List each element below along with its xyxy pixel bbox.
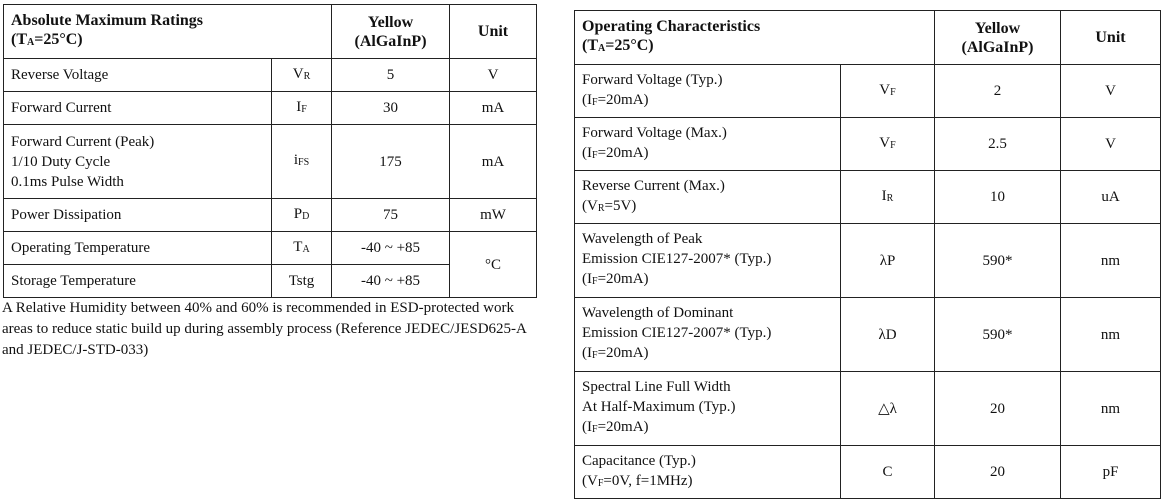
- table-row: Capacitance (Typ.) (VF=0V, f=1MHz) C 20 p…: [574, 445, 1161, 499]
- param-cell: Operating Temperature: [3, 231, 272, 265]
- table-row: Wavelength of Peak Emission CIE127-2007* …: [574, 223, 1161, 298]
- absolute-max-ratings-table: Absolute Maximum Ratings (TA=25°C) Yello…: [2, 4, 538, 298]
- table-title-cell: Operating Characteristics (TA=25°C): [574, 10, 935, 65]
- unit-cell: V: [1060, 117, 1161, 171]
- unit-cell: mA: [449, 124, 538, 199]
- table-title-cell: Absolute Maximum Ratings (TA=25°C): [2, 4, 333, 59]
- symbol-cell: λP: [840, 223, 935, 298]
- unit-cell: nm: [1060, 223, 1161, 298]
- unit-cell: pF: [1060, 445, 1161, 499]
- unit-cell: nm: [1060, 297, 1161, 372]
- value-cell: 5: [331, 58, 451, 92]
- table-row: Storage Temperature Tstg -40 ~ +85: [3, 264, 537, 298]
- symbol-cell: VF: [840, 117, 935, 171]
- value-cell: -40 ~ +85: [331, 231, 451, 265]
- value-cell: 75: [331, 198, 451, 232]
- unit-cell: °C: [449, 231, 538, 298]
- column-header-unit: Unit: [449, 4, 538, 59]
- table-row: Wavelength of Dominant Emission CIE127-20…: [574, 297, 1161, 372]
- unit-cell: nm: [1060, 371, 1161, 446]
- symbol-cell: IF: [270, 91, 333, 125]
- param-cell: Capacitance (Typ.) (VF=0V, f=1MHz): [574, 445, 841, 499]
- table-row: Spectral Line Full Width At Half-Maximum …: [574, 371, 1161, 446]
- symbol-cell: λD: [840, 297, 935, 372]
- symbol-cell: IR: [840, 170, 935, 224]
- value-cell: 2: [934, 64, 1061, 118]
- symbol-cell: VF: [840, 64, 935, 118]
- param-cell: Forward Voltage (Max.) (IF=20mA): [574, 117, 841, 171]
- unit-cell: V: [1060, 64, 1161, 118]
- symbol-cell: PD: [270, 198, 333, 232]
- value-cell: 590*: [934, 297, 1061, 372]
- param-cell: Storage Temperature: [3, 264, 272, 298]
- table-row: Forward Current (Peak) 1/10 Duty Cycle 0…: [3, 124, 538, 199]
- value-cell: 20: [934, 445, 1061, 499]
- param-cell: Reverse Current (Max.) (VR=5V): [574, 170, 841, 224]
- table-row: Reverse Voltage VR 5 V: [3, 58, 538, 92]
- humidity-note: A Relative Humidity between 40% and 60% …: [2, 300, 527, 358]
- column-header-yellow: Yellow (AlGaInP): [934, 10, 1061, 65]
- value-cell: -40 ~ +85: [331, 264, 451, 298]
- operating-characteristics-table: Operating Characteristics (TA=25°C) Yell…: [574, 10, 1161, 499]
- value-cell: 10: [934, 170, 1061, 224]
- param-cell: Forward Voltage (Typ.) (IF=20mA): [574, 64, 841, 118]
- table-row: Forward Voltage (Typ.) (IF=20mA) VF 2 V: [574, 64, 1161, 118]
- table-header-row: Absolute Maximum Ratings (TA=25°C) Yello…: [2, 4, 538, 59]
- table-title: Absolute Maximum Ratings: [11, 12, 204, 29]
- symbol-cell: C: [840, 445, 935, 499]
- unit-cell: V: [449, 58, 538, 92]
- symbol-cell: VR: [270, 58, 333, 92]
- param-cell: Power Dissipation: [3, 198, 272, 232]
- symbol-cell: Tstg: [270, 264, 333, 298]
- unit-cell: uA: [1060, 170, 1161, 224]
- table-title: Operating Characteristics: [582, 18, 761, 35]
- table-row: Operating Temperature TA -40 ~ +85 °C: [3, 231, 538, 298]
- column-header-yellow: Yellow (AlGaInP): [331, 4, 451, 59]
- value-cell: 590*: [934, 223, 1061, 298]
- table-row: Forward Voltage (Max.) (IF=20mA) VF 2.5 V: [574, 117, 1161, 171]
- table-row: Power Dissipation PD 75 mW: [3, 198, 538, 232]
- param-cell: Wavelength of Peak Emission CIE127-2007* …: [574, 223, 841, 298]
- table-row: Forward Current IF 30 mA: [3, 91, 538, 125]
- table-condition: (TA=25°C): [582, 37, 654, 54]
- symbol-cell: △λ: [840, 371, 935, 446]
- value-cell: 175: [331, 124, 451, 199]
- param-cell: Wavelength of Dominant Emission CIE127-20…: [574, 297, 841, 372]
- symbol-cell: TA: [270, 231, 333, 265]
- param-cell: Forward Current: [3, 91, 272, 125]
- column-header-unit: Unit: [1060, 10, 1161, 65]
- symbol-cell: iFS: [270, 124, 333, 199]
- param-cell: Forward Current (Peak) 1/10 Duty Cycle 0…: [3, 124, 272, 199]
- param-cell: Reverse Voltage: [3, 58, 272, 92]
- unit-cell: mA: [449, 91, 538, 125]
- value-cell: 20: [934, 371, 1061, 446]
- unit-cell: mW: [449, 198, 538, 232]
- table-condition: (TA=25°C): [11, 31, 83, 48]
- value-cell: 30: [331, 91, 451, 125]
- table-row: Reverse Current (Max.) (VR=5V) IR 10 uA: [574, 170, 1161, 224]
- param-cell: Spectral Line Full Width At Half-Maximum …: [574, 371, 841, 446]
- table-header-row: Operating Characteristics (TA=25°C) Yell…: [574, 10, 1161, 65]
- value-cell: 2.5: [934, 117, 1061, 171]
